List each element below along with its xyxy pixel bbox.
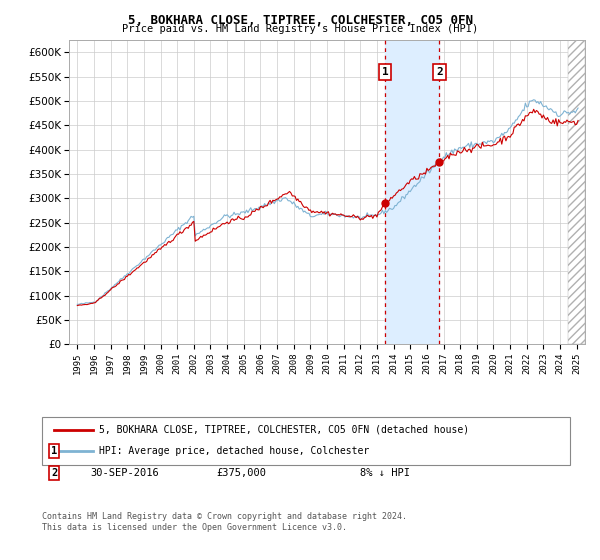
Bar	[568, 40, 585, 344]
Text: 1: 1	[382, 67, 389, 77]
Text: 27-JUN-2013: 27-JUN-2013	[90, 446, 159, 456]
Text: 5, BOKHARA CLOSE, TIPTREE, COLCHESTER, CO5 0FN (detached house): 5, BOKHARA CLOSE, TIPTREE, COLCHESTER, C…	[99, 424, 469, 435]
Text: ≈ HPI: ≈ HPI	[360, 446, 391, 456]
Text: 5, BOKHARA CLOSE, TIPTREE, COLCHESTER, CO5 0FN: 5, BOKHARA CLOSE, TIPTREE, COLCHESTER, C…	[128, 14, 473, 27]
Text: HPI: Average price, detached house, Colchester: HPI: Average price, detached house, Colc…	[99, 446, 369, 456]
Text: £290,000: £290,000	[216, 446, 266, 456]
Text: 2: 2	[436, 67, 443, 77]
Text: Price paid vs. HM Land Registry's House Price Index (HPI): Price paid vs. HM Land Registry's House …	[122, 24, 478, 34]
Text: 2: 2	[51, 468, 57, 478]
Bar	[568, 40, 585, 344]
Text: Contains HM Land Registry data © Crown copyright and database right 2024.
This d: Contains HM Land Registry data © Crown c…	[42, 512, 407, 532]
Bar	[385, 40, 439, 344]
Text: 1: 1	[51, 446, 57, 456]
Text: £375,000: £375,000	[216, 468, 266, 478]
Text: 8% ↓ HPI: 8% ↓ HPI	[360, 468, 410, 478]
Text: 30-SEP-2016: 30-SEP-2016	[90, 468, 159, 478]
